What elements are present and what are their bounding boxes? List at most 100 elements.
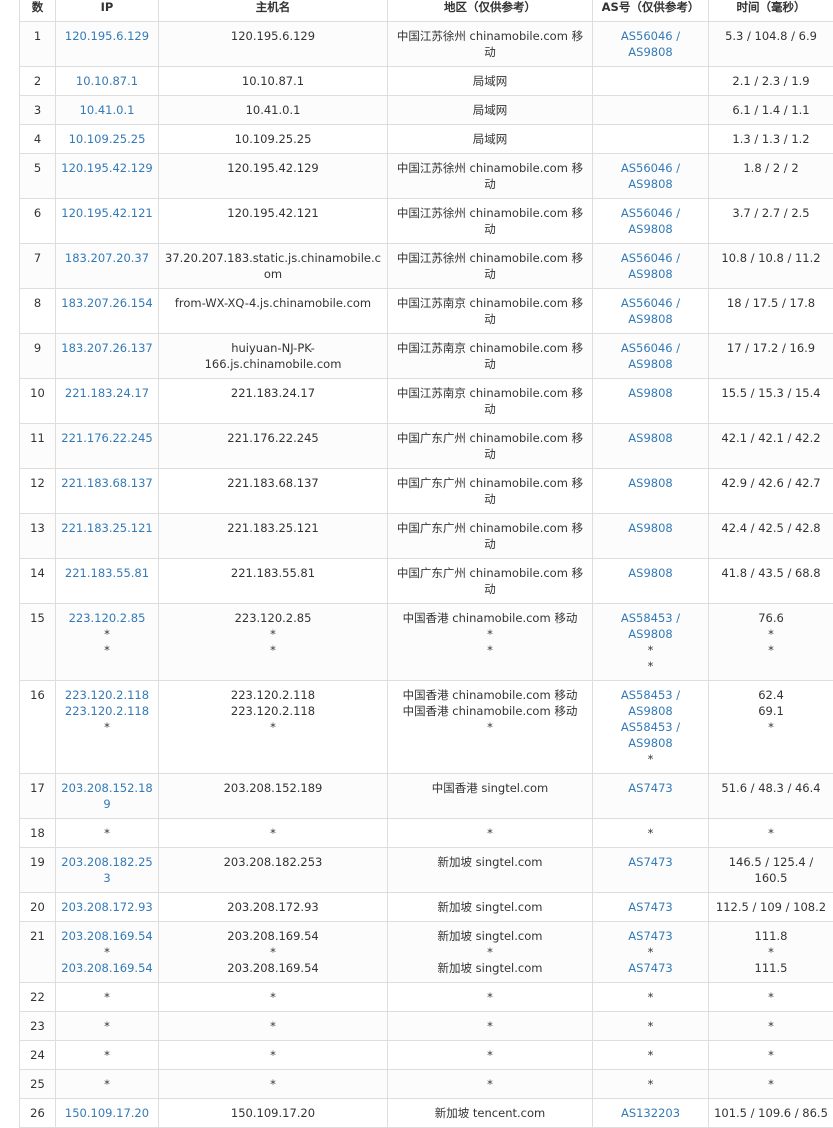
hop-number: 2 [20, 67, 56, 96]
ip-cell: 203.208.182.253 [56, 848, 159, 893]
as-entry[interactable]: AS9808 [597, 430, 704, 446]
region-entry: 中国江苏徐州 chinamobile.com 移动 [392, 160, 588, 192]
region-cell: 中国江苏徐州 chinamobile.com 移动 [388, 22, 593, 67]
host-entry: 203.208.152.189 [163, 780, 383, 796]
as-entry[interactable]: AS7473 [597, 960, 704, 976]
region-cell: 中国江苏徐州 chinamobile.com 移动 [388, 244, 593, 289]
hop-number: 25 [20, 1070, 56, 1099]
time-cell: 101.5 / 109.6 / 86.5 [709, 1099, 833, 1128]
ip-entry[interactable]: 223.120.2.118 [60, 703, 154, 719]
time-cell: 3.7 / 2.7 / 2.5 [709, 199, 833, 244]
host-cell: 203.208.169.54*203.208.169.54 [159, 922, 388, 983]
as-entry[interactable]: AS9808 [597, 475, 704, 491]
time-cell: 18 / 17.5 / 17.8 [709, 289, 833, 334]
as-entry[interactable]: AS7473 [597, 928, 704, 944]
ip-entry: * [60, 626, 154, 642]
ip-entry[interactable]: 183.207.26.137 [60, 340, 154, 356]
time-cell: 10.8 / 10.8 / 11.2 [709, 244, 833, 289]
as-entry[interactable]: AS56046 / AS9808 [597, 250, 704, 282]
ip-entry[interactable]: 10.41.0.1 [60, 102, 154, 118]
region-entry: 中国香港 chinamobile.com 移动 [392, 610, 588, 626]
as-entry[interactable]: AS58453 / AS9808 [597, 687, 704, 719]
ip-entry[interactable]: 150.109.17.20 [60, 1105, 154, 1121]
as-cell: AS9808 [593, 379, 709, 424]
host-entry: * [163, 1047, 383, 1063]
host-cell: 221.183.55.81 [159, 559, 388, 604]
ip-entry[interactable]: 120.195.42.129 [60, 160, 154, 176]
ip-cell: * [56, 983, 159, 1012]
region-cell: 中国江苏南京 chinamobile.com 移动 [388, 379, 593, 424]
ip-entry[interactable]: 183.207.20.37 [60, 250, 154, 266]
ip-cell: 203.208.152.189 [56, 774, 159, 819]
as-entry[interactable]: AS58453 / AS9808 [597, 610, 704, 642]
hop-number: 13 [20, 514, 56, 559]
hop-number: 24 [20, 1041, 56, 1070]
host-entry: huiyuan-NJ-PK-166.js.chinamobile.com [163, 340, 383, 372]
as-entry[interactable]: AS9808 [597, 565, 704, 581]
region-cell: 中国江苏徐州 chinamobile.com 移动 [388, 154, 593, 199]
host-entry: * [163, 642, 383, 658]
ip-entry[interactable]: 221.183.25.121 [60, 520, 154, 536]
hop-number: 11 [20, 424, 56, 469]
as-entry[interactable]: AS56046 / AS9808 [597, 205, 704, 237]
ip-entry[interactable]: 183.207.26.154 [60, 295, 154, 311]
region-cell: 局域网 [388, 67, 593, 96]
as-cell: * [593, 819, 709, 848]
ip-cell: 221.183.25.121 [56, 514, 159, 559]
as-entry[interactable]: AS132203 [597, 1105, 704, 1121]
as-entry: * [597, 825, 704, 841]
ip-cell: 10.41.0.1 [56, 96, 159, 125]
as-entry[interactable]: AS7473 [597, 899, 704, 915]
ip-entry[interactable]: 10.10.87.1 [60, 73, 154, 89]
as-entry[interactable]: AS56046 / AS9808 [597, 160, 704, 192]
ip-entry[interactable]: 221.183.55.81 [60, 565, 154, 581]
region-entry: 中国江苏徐州 chinamobile.com 移动 [392, 28, 588, 60]
as-entry[interactable]: AS7473 [597, 780, 704, 796]
ip-entry[interactable]: 221.176.22.245 [60, 430, 154, 446]
as-entry[interactable]: AS56046 / AS9808 [597, 28, 704, 60]
ip-entry[interactable]: 203.208.172.93 [60, 899, 154, 915]
as-entry[interactable]: AS7473 [597, 854, 704, 870]
ip-entry[interactable]: 203.208.182.253 [60, 854, 154, 886]
ip-entry[interactable]: 223.120.2.85 [60, 610, 154, 626]
region-entry: * [392, 1018, 588, 1034]
ip-entry[interactable]: 221.183.24.17 [60, 385, 154, 401]
time-cell: 42.9 / 42.6 / 42.7 [709, 469, 833, 514]
ip-entry[interactable]: 223.120.2.118 [60, 687, 154, 703]
hop-row: 18***** [20, 819, 833, 848]
region-cell: * [388, 1041, 593, 1070]
as-entry[interactable]: AS56046 / AS9808 [597, 340, 704, 372]
hop-number: 19 [20, 848, 56, 893]
time-entry: * [713, 642, 829, 658]
as-entry[interactable]: AS56046 / AS9808 [597, 295, 704, 327]
time-cell: 6.1 / 1.4 / 1.1 [709, 96, 833, 125]
time-entry: * [713, 719, 829, 735]
ip-entry[interactable]: 203.208.169.54 [60, 928, 154, 944]
ip-entry[interactable]: 10.109.25.25 [60, 131, 154, 147]
host-entry: * [163, 1076, 383, 1092]
hop-number: 9 [20, 334, 56, 379]
ip-entry[interactable]: 203.208.169.54 [60, 960, 154, 976]
ip-cell: * [56, 1012, 159, 1041]
region-cell: 新加坡 singtel.com*新加坡 singtel.com [388, 922, 593, 983]
ip-entry[interactable]: 120.195.6.129 [60, 28, 154, 44]
ip-cell: 221.183.68.137 [56, 469, 159, 514]
ip-cell: 120.195.42.121 [56, 199, 159, 244]
as-entry: * [597, 1018, 704, 1034]
hop-row: 24***** [20, 1041, 833, 1070]
hop-row: 23***** [20, 1012, 833, 1041]
as-entry[interactable]: AS9808 [597, 385, 704, 401]
hop-number: 4 [20, 125, 56, 154]
ip-entry[interactable]: 203.208.152.189 [60, 780, 154, 812]
as-entry[interactable]: AS58453 / AS9808 [597, 719, 704, 751]
as-entry[interactable]: AS9808 [597, 520, 704, 536]
as-cell: AS7473*AS7473 [593, 922, 709, 983]
region-cell: 中国香港 singtel.com [388, 774, 593, 819]
time-cell: 5.3 / 104.8 / 6.9 [709, 22, 833, 67]
ip-entry[interactable]: 221.183.68.137 [60, 475, 154, 491]
ip-entry[interactable]: 120.195.42.121 [60, 205, 154, 221]
